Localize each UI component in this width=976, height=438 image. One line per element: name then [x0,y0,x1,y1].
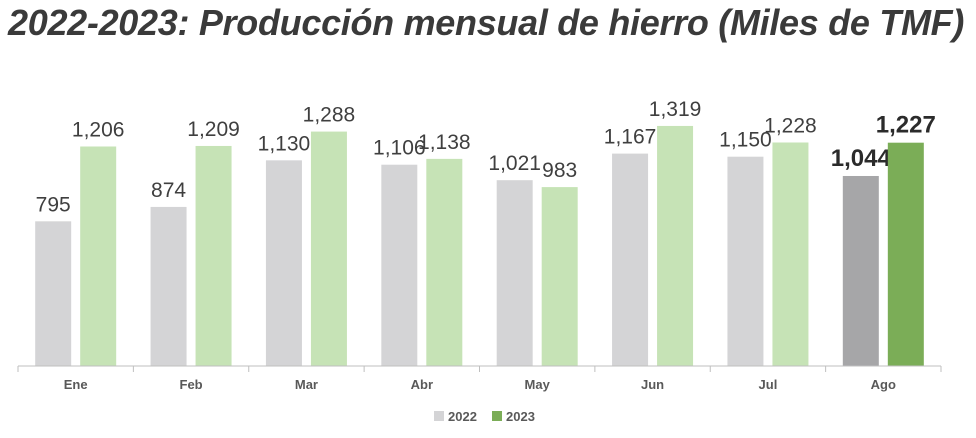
x-tick-label: Jul [759,377,778,392]
bar-2022-ago [842,175,879,366]
data-label: 1,227 [876,112,936,139]
bar-2022-abr [381,164,418,366]
legend-label-2022: 2022 [448,409,477,424]
data-label: 1,021 [488,152,541,175]
data-label: 1,319 [649,98,702,121]
data-label: 874 [151,179,186,202]
x-tick-label: Ago [871,377,896,392]
data-label: 1,150 [719,129,772,152]
chart-title: 2022-2023: Producción mensual de hierro … [8,2,965,43]
bar-2022-may [496,180,533,366]
x-tick-label: Mar [295,377,318,392]
data-label: 795 [36,193,71,216]
data-label: 1,167 [604,126,657,149]
bar-2022-jun [612,153,649,366]
legend: 2022 2023 [434,409,535,424]
x-tick-label: May [525,377,551,392]
data-label: 1,206 [72,119,125,142]
bar-2023-mar [310,131,347,366]
x-tick-label: Jun [641,377,664,392]
legend-swatch-2023 [492,411,502,421]
bar-2022-jul [727,156,764,366]
legend-label-2023: 2023 [506,409,535,424]
bar-2022-feb [150,206,187,366]
bar-2023-jul [772,142,809,366]
bar-2022-ene [35,221,72,366]
bar-2022-mar [265,160,302,366]
legend-swatch-2022 [434,411,444,421]
data-label: 1,288 [303,104,356,127]
data-label: 1,106 [373,137,426,160]
x-tick-label: Feb [180,377,203,392]
data-label: 1,044 [831,145,892,172]
data-label: 983 [542,159,577,182]
bar-2023-jun [657,125,694,366]
bar-2023-ene [80,146,117,366]
x-tick-label: Ene [64,377,88,392]
x-axis: Ene Feb Mar Abr May Jun Jul Ago [17,365,942,392]
bar-2023-abr [426,158,463,366]
bar-2023-ago [887,142,924,366]
data-label: 1,130 [258,132,311,155]
data-label: 1,138 [418,131,471,154]
x-tick-label: Abr [411,377,433,392]
bar-2023-may [541,187,578,366]
data-label: 1,209 [187,118,240,141]
bar-2023-feb [195,145,232,366]
data-label: 1,228 [764,115,817,138]
